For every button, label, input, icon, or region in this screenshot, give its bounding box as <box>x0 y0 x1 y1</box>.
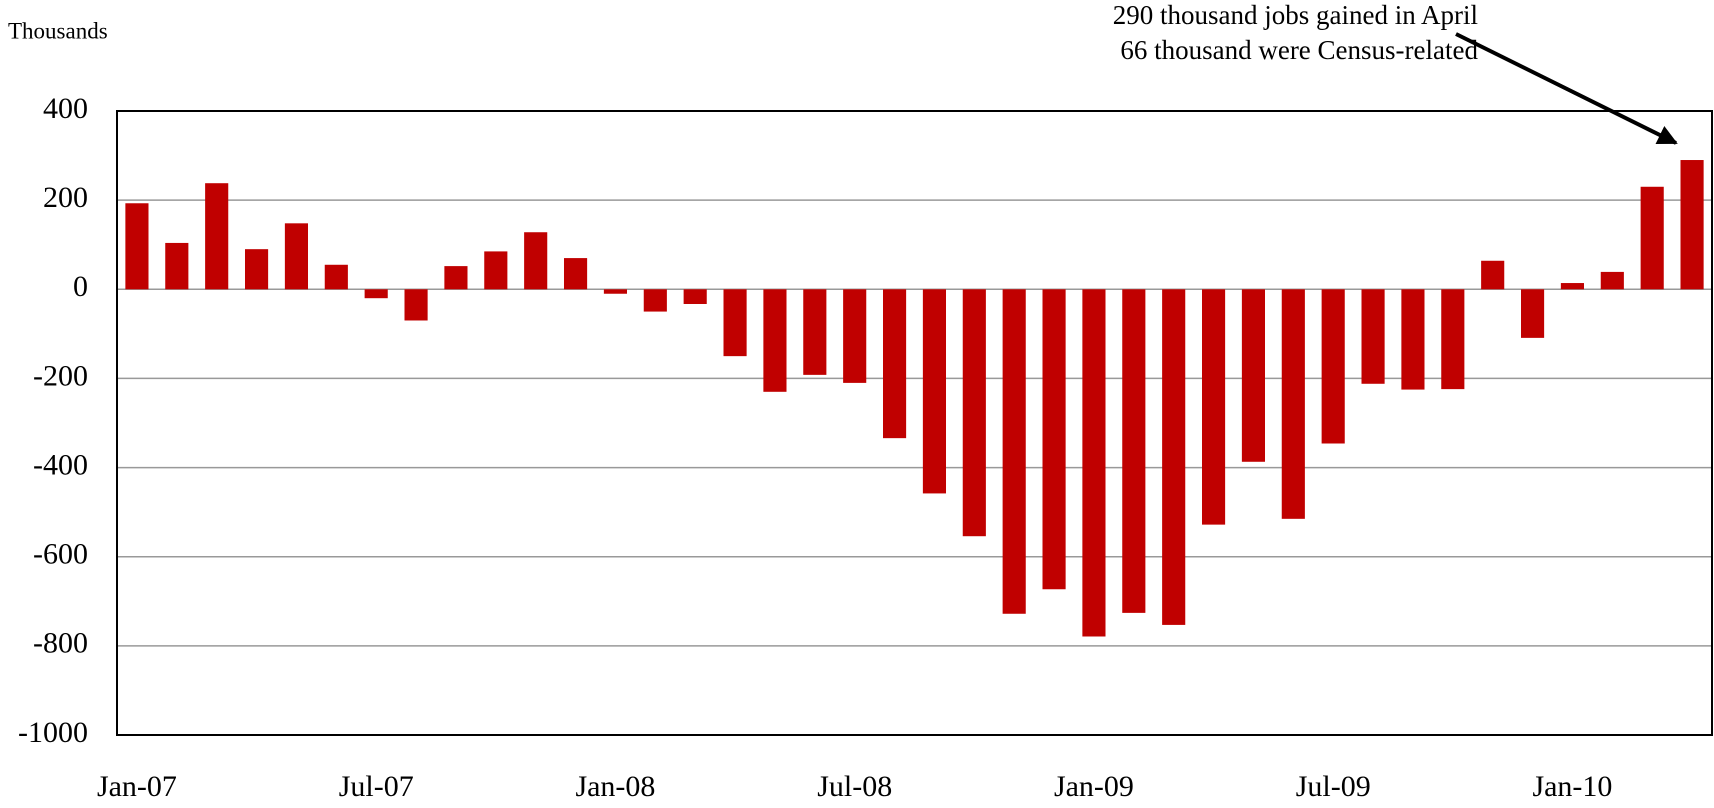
bar <box>125 203 149 290</box>
bar <box>364 289 388 299</box>
bar <box>1042 289 1066 590</box>
x-tick-label: Jan-09 <box>1054 770 1134 803</box>
y-axis-label: Thousands <box>8 18 108 43</box>
y-tick-label: 400 <box>43 92 88 125</box>
annotation-arrow <box>1455 32 1678 145</box>
bar <box>484 251 508 290</box>
x-tick-label: Jul-08 <box>817 770 892 803</box>
bar <box>165 242 189 290</box>
bar <box>683 289 707 304</box>
bar <box>1082 289 1106 637</box>
annotation: 290 thousand jobs gained in April <box>1113 0 1478 30</box>
bar <box>284 223 309 290</box>
bar <box>763 289 787 392</box>
bar <box>1600 271 1624 290</box>
bar <box>603 289 628 294</box>
bar <box>444 266 468 290</box>
bar <box>1560 283 1585 290</box>
y-tick-label: -400 <box>33 448 88 481</box>
bar <box>1520 289 1545 338</box>
bar <box>1002 289 1026 614</box>
bar <box>1321 289 1345 444</box>
bar <box>1640 186 1664 290</box>
bar <box>1122 289 1146 613</box>
plot-frame <box>116 110 1713 736</box>
x-tick-label: Jan-08 <box>575 770 655 803</box>
bar <box>244 249 269 290</box>
y-tick-label: 0 <box>73 270 88 303</box>
bar <box>404 289 428 321</box>
y-tick-label: 200 <box>43 181 88 214</box>
bar <box>1680 160 1704 290</box>
x-tick-label: Jan-10 <box>1532 770 1612 803</box>
bar <box>643 289 667 312</box>
x-tick-label: Jan-07 <box>97 770 177 803</box>
x-tick-label: Jul-07 <box>339 770 414 803</box>
bar <box>922 289 947 494</box>
bar <box>1441 289 1465 390</box>
bar <box>324 264 348 290</box>
bar <box>1481 260 1505 290</box>
y-tick-label: -200 <box>33 359 88 392</box>
annotation: 66 thousand were Census-related <box>1120 35 1478 65</box>
bar <box>723 289 747 357</box>
bar <box>1201 289 1226 525</box>
bar <box>524 232 548 290</box>
bar <box>1401 289 1425 390</box>
bar <box>962 289 986 537</box>
y-tick-label: -800 <box>33 627 88 660</box>
bar <box>1162 289 1186 625</box>
bar <box>205 183 229 290</box>
bar <box>803 289 827 375</box>
bar <box>1361 289 1385 384</box>
x-tick-label: Jul-09 <box>1296 770 1371 803</box>
bar <box>882 289 907 439</box>
bar <box>563 258 588 290</box>
y-tick-label: -600 <box>33 538 88 571</box>
y-tick-label: -1000 <box>18 716 88 749</box>
bar <box>1281 289 1305 519</box>
bar <box>1241 289 1266 462</box>
bar <box>843 289 867 383</box>
